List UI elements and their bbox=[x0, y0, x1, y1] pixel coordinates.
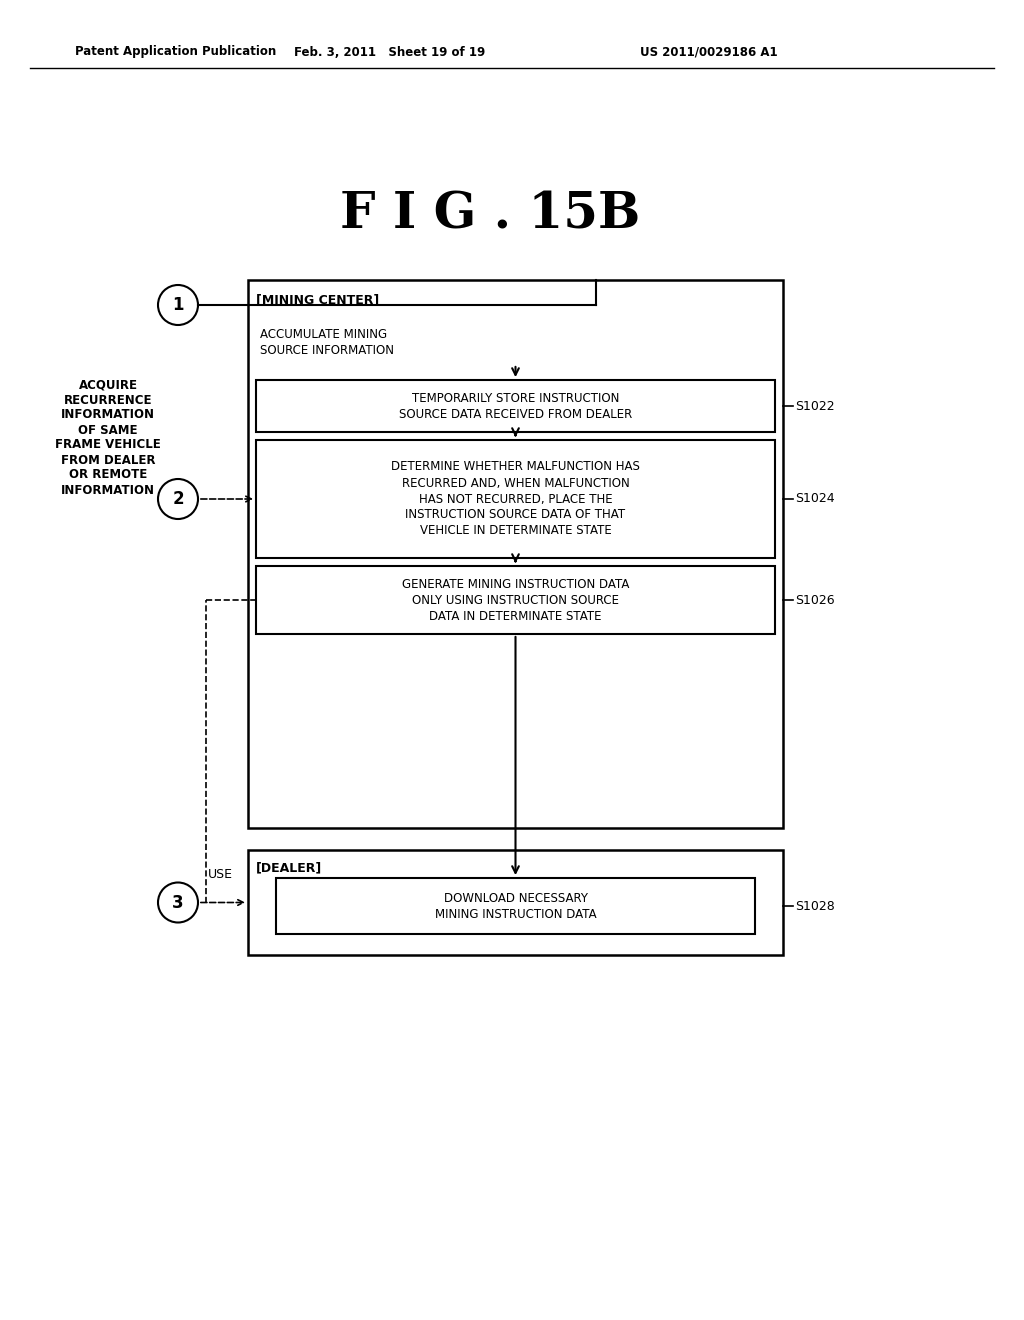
Bar bbox=[248, 280, 783, 828]
Text: S1028: S1028 bbox=[795, 899, 835, 912]
Text: USE: USE bbox=[208, 869, 233, 880]
Bar bbox=[276, 878, 755, 935]
Bar bbox=[256, 566, 775, 634]
Text: FROM DEALER: FROM DEALER bbox=[60, 454, 156, 466]
Text: ACCUMULATE MINING
SOURCE INFORMATION: ACCUMULATE MINING SOURCE INFORMATION bbox=[260, 327, 394, 356]
Text: DETERMINE WHETHER MALFUNCTION HAS
RECURRED AND, WHEN MALFUNCTION
HAS NOT RECURRE: DETERMINE WHETHER MALFUNCTION HAS RECURR… bbox=[391, 461, 640, 537]
Text: [MINING CENTER]: [MINING CENTER] bbox=[256, 293, 379, 306]
Bar bbox=[256, 440, 775, 558]
Text: S1026: S1026 bbox=[795, 594, 835, 606]
Text: INFORMATION: INFORMATION bbox=[61, 483, 155, 496]
Text: ACQUIRE: ACQUIRE bbox=[79, 379, 137, 392]
Text: TEMPORARILY STORE INSTRUCTION
SOURCE DATA RECEIVED FROM DEALER: TEMPORARILY STORE INSTRUCTION SOURCE DAT… bbox=[399, 392, 632, 421]
Text: FRAME VEHICLE: FRAME VEHICLE bbox=[55, 438, 161, 451]
Text: GENERATE MINING INSTRUCTION DATA
ONLY USING INSTRUCTION SOURCE
DATA IN DETERMINA: GENERATE MINING INSTRUCTION DATA ONLY US… bbox=[401, 578, 629, 623]
Text: Feb. 3, 2011   Sheet 19 of 19: Feb. 3, 2011 Sheet 19 of 19 bbox=[294, 45, 485, 58]
Text: 2: 2 bbox=[172, 490, 184, 508]
Text: DOWNLOAD NECESSARY
MINING INSTRUCTION DATA: DOWNLOAD NECESSARY MINING INSTRUCTION DA… bbox=[434, 891, 596, 920]
Text: RECURRENCE: RECURRENCE bbox=[63, 393, 153, 407]
Bar bbox=[256, 380, 775, 432]
Text: OR REMOTE: OR REMOTE bbox=[69, 469, 147, 482]
Text: Patent Application Publication: Patent Application Publication bbox=[75, 45, 276, 58]
Text: F I G . 15B: F I G . 15B bbox=[340, 190, 640, 239]
Bar bbox=[248, 850, 783, 954]
Text: S1024: S1024 bbox=[795, 492, 835, 506]
Text: S1022: S1022 bbox=[795, 400, 835, 412]
Text: US 2011/0029186 A1: US 2011/0029186 A1 bbox=[640, 45, 777, 58]
Text: OF SAME: OF SAME bbox=[78, 424, 138, 437]
Text: 1: 1 bbox=[172, 296, 183, 314]
Text: 3: 3 bbox=[172, 894, 184, 912]
Text: INFORMATION: INFORMATION bbox=[61, 408, 155, 421]
Text: [DEALER]: [DEALER] bbox=[256, 862, 323, 874]
